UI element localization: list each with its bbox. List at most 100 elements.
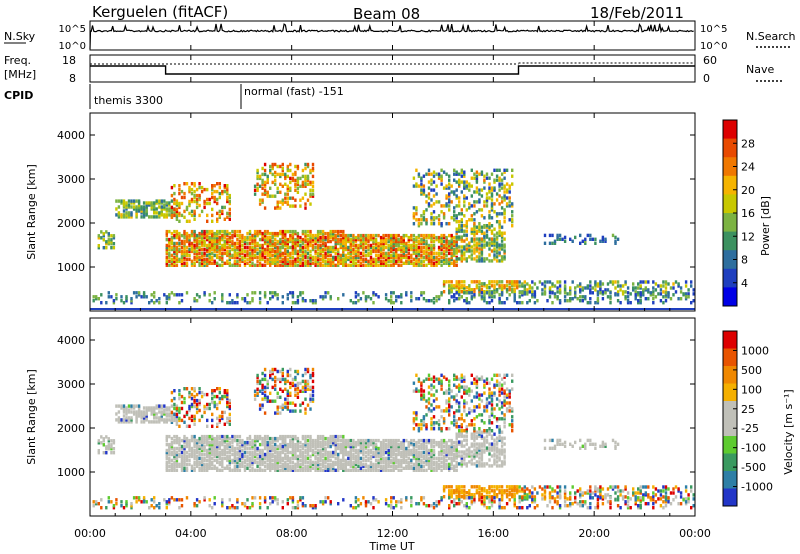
colorbar-tick-label: 12 [741,230,755,243]
power-cell [178,237,181,242]
power-cell [231,301,234,305]
power-cell [216,229,219,234]
power-cell [216,189,219,194]
velocity-cell [463,462,466,466]
velocity-cell [122,420,126,424]
power-cell [286,297,289,301]
power-cell [193,299,196,303]
power-cell [296,251,300,256]
power-cell [412,249,416,254]
power-cell [470,249,473,253]
velocity-cell [125,418,128,422]
power-cell [236,263,239,267]
velocity-cell [284,456,287,461]
velocity-cell [334,442,337,447]
velocity-cell [291,442,295,447]
power-cell [579,233,582,238]
velocity-cell [455,464,458,468]
power-cell [231,253,234,258]
power-cell [442,253,446,258]
velocity-cell [258,434,262,439]
power-cell [299,253,302,258]
power-cell [211,251,214,256]
velocity-cell [269,456,272,461]
power-cell [309,299,312,303]
velocity-cell [193,448,196,453]
velocity-cell [178,446,181,451]
power-cell [158,205,161,209]
power-cell [306,237,310,242]
velocity-cell [362,448,365,453]
power-cell [263,241,267,246]
power-cell [180,189,184,194]
power-cell [453,284,456,288]
power-cell [445,222,448,226]
power-cell [311,243,315,248]
power-cell [417,253,421,258]
freq-left-tick-top: 18 [62,54,76,67]
velocity-cell [248,452,252,457]
velocity-cell [246,436,249,441]
velocity-cell [445,440,448,445]
power-cell [203,241,206,246]
power-cell [276,204,279,208]
velocity-cell [420,452,423,457]
power-cell [332,235,335,240]
power-cell [223,205,226,210]
power-cell [450,253,453,258]
velocity-cell [405,446,408,451]
velocity-cell [319,442,322,447]
velocity-cell [473,438,476,442]
power-cell [505,280,509,284]
velocity-cell [478,444,481,448]
power-cell [480,259,484,263]
power-cell [581,239,584,243]
velocity-cell [253,442,257,447]
power-cell [185,251,189,256]
power-cell [319,257,322,262]
power-cell [193,255,196,260]
velocity-cell [430,466,433,470]
power-cell [137,199,141,203]
power-cell [188,253,191,258]
power-cell [634,295,637,299]
power-cell [319,261,322,265]
velocity-cell [349,456,352,461]
power-cell [276,249,279,254]
power-cell [236,229,239,234]
velocity-cell [503,460,506,464]
power-cell [248,259,252,263]
velocity-cell [218,434,221,439]
power-cell [357,245,360,250]
velocity-cell [357,460,360,465]
power-cell [372,245,375,250]
power-cell [102,232,105,236]
power-cell [657,284,660,288]
velocity-cell [407,442,410,447]
power-cell [243,249,247,254]
power-cell [634,290,637,294]
power-cell [299,239,302,244]
power-cell [208,293,211,297]
velocity-cell [364,444,368,449]
power-cell [664,293,668,297]
colorbar-swatch [723,231,737,251]
power-cell [437,176,441,180]
power-cell [415,247,418,252]
power-cell [238,247,242,252]
velocity-cell [120,418,123,422]
power-cell [117,199,121,203]
power-cell [437,237,441,242]
power-cell [178,293,181,297]
velocity-cell [221,442,224,447]
velocity-cell [432,444,436,449]
velocity-cell [314,454,317,459]
power-cell [208,235,211,240]
velocity-cell [364,442,368,447]
velocity-cell [435,456,438,461]
power-cell [332,247,335,252]
power-y-label: Slant Range [km] [25,164,38,260]
power-cell [430,235,433,240]
power-cell [130,297,133,301]
velocity-cell [253,468,257,472]
